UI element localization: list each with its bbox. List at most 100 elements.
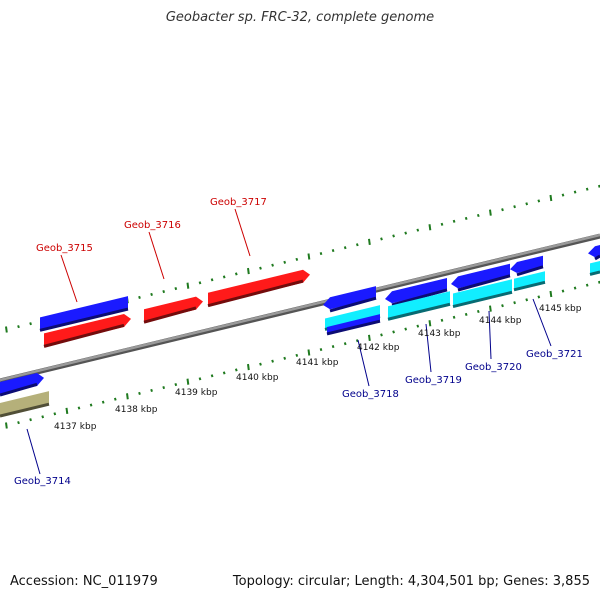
ruler-tick: [404, 327, 408, 331]
ruler-tick: [234, 368, 238, 372]
leader-geob-3720: [488, 310, 492, 360]
ruler-tick: [428, 224, 432, 231]
gene-geob-3715-shadow: [43, 323, 125, 348]
gene-geob-3716-body: [144, 296, 203, 323]
ruler-tick: [392, 234, 395, 238]
ruler-tick: [186, 282, 190, 289]
ruler-tick: [489, 305, 492, 312]
gene-geob-3718-blue-shadow: [329, 296, 377, 313]
gene-geob-3720-blue-shadow: [457, 274, 511, 292]
ruler-tick: [331, 345, 335, 349]
gene-geob-3719: [387, 291, 451, 321]
ruler-tick: [585, 187, 589, 191]
gene-geob-3719-blue-shadow: [391, 288, 448, 307]
ruler-tick: [150, 292, 153, 297]
gene-geob-3714-blue-body: [0, 373, 44, 395]
ruler-tick: [501, 304, 504, 308]
gene-geob-3714-shadow: [0, 402, 50, 418]
ruler-tick: [368, 334, 371, 341]
ruler-tick: [537, 295, 541, 299]
gene-geob-3715: [43, 314, 131, 348]
ruler-tick: [380, 333, 383, 337]
ruler-tick: [174, 383, 178, 387]
ruler-tick: [307, 253, 311, 260]
ruler-tick: [77, 406, 81, 410]
gene-geob-3720-blue-body: [451, 263, 510, 289]
ruler-tick: [549, 290, 553, 298]
gene-geob-3717-shadow: [207, 279, 304, 308]
gene-right-edge-cyan-shadow: [589, 270, 600, 276]
gene-geob-3718-band: [326, 314, 381, 336]
ruler-tick: [440, 222, 444, 226]
ruler-tick: [549, 194, 553, 202]
ruler-tick: [295, 353, 299, 357]
gene-right-edge-blue-shadow: [594, 254, 600, 261]
ruler-tick: [89, 403, 93, 407]
ruler-tick: [295, 257, 299, 261]
ruler-tick: [174, 287, 178, 291]
gene-label-geob-3720: Geob_3720: [465, 362, 522, 373]
ruler-tick: [29, 322, 32, 326]
ruler-tick: [307, 349, 311, 356]
ruler-tick: [343, 246, 347, 250]
gene-features: [0, 245, 600, 418]
ruler-tick: [525, 298, 529, 302]
gene-geob-3719-blue: [385, 277, 448, 307]
gene-geob-3721-shadow: [513, 280, 546, 292]
ruler-tick: [198, 377, 202, 381]
gene-geob-3718-blue-body: [323, 286, 376, 310]
ruler-tick: [259, 266, 262, 270]
ruler-tick: [489, 209, 492, 216]
leader-geob-3716: [148, 231, 165, 280]
ruler-tick: [561, 193, 565, 197]
ruler-tick: [247, 267, 250, 275]
gene-geob-3721: [513, 271, 546, 292]
ruler-tick: [573, 286, 577, 290]
gene-label-geob-3721: Geob_3721: [526, 349, 583, 360]
ruler-tick: [162, 385, 166, 390]
gene-right-edge-blue: [588, 245, 600, 261]
gene-geob-3715-blue-body: [40, 296, 128, 331]
gene-geob-3714: [0, 391, 50, 418]
ruler-tick: [452, 219, 456, 223]
ruler-tick: [234, 272, 238, 276]
ruler-tick: [5, 326, 8, 333]
ruler-label-4141: 4141 kbp: [296, 358, 339, 368]
gene-label-geob-3714: Geob_3714: [14, 476, 71, 487]
gene-geob-3719-blue-body: [385, 277, 447, 304]
ruler-tick: [198, 281, 202, 285]
lower-tick-row: [5, 280, 600, 429]
gene-geob-3715-body: [44, 314, 131, 347]
gene-label-geob-3715: Geob_3715: [36, 243, 93, 254]
gene-geob-3718-band-shadow: [326, 319, 381, 336]
ruler-tick: [17, 325, 20, 329]
leader-geob-3719: [425, 323, 432, 373]
ruler-tick: [247, 363, 250, 371]
leader-geob-3717: [234, 208, 251, 257]
ruler-tick: [428, 320, 432, 327]
ruler-tick: [17, 421, 20, 425]
ruler-label-4142: 4142 kbp: [357, 343, 400, 353]
ruler-tick: [452, 315, 456, 319]
ruler-tick: [355, 243, 359, 247]
ruler-tick: [476, 213, 480, 218]
gene-geob-3714-blue-shadow: [0, 382, 38, 397]
gene-geob-3721-body: [514, 271, 545, 290]
ruler-label-4138: 4138 kbp: [115, 405, 158, 415]
ruler-tick: [561, 289, 565, 293]
ruler-tick: [222, 275, 226, 279]
ruler-tick: [5, 422, 8, 429]
map-title: Geobacter sp. FRC-32, complete genome: [165, 10, 435, 25]
gene-geob-3717: [207, 269, 310, 308]
gene-geob-3719-shadow: [387, 302, 451, 321]
ruler-tick: [464, 216, 468, 220]
accession-text: Accession: NC_011979: [10, 574, 158, 589]
ruler-tick: [29, 418, 32, 422]
ruler-tick: [162, 289, 166, 294]
ruler-tick: [501, 208, 504, 212]
ruler-tick: [368, 238, 371, 245]
ruler-tick: [259, 362, 262, 366]
ruler-tick: [392, 330, 395, 334]
ruler-tick: [585, 283, 589, 287]
